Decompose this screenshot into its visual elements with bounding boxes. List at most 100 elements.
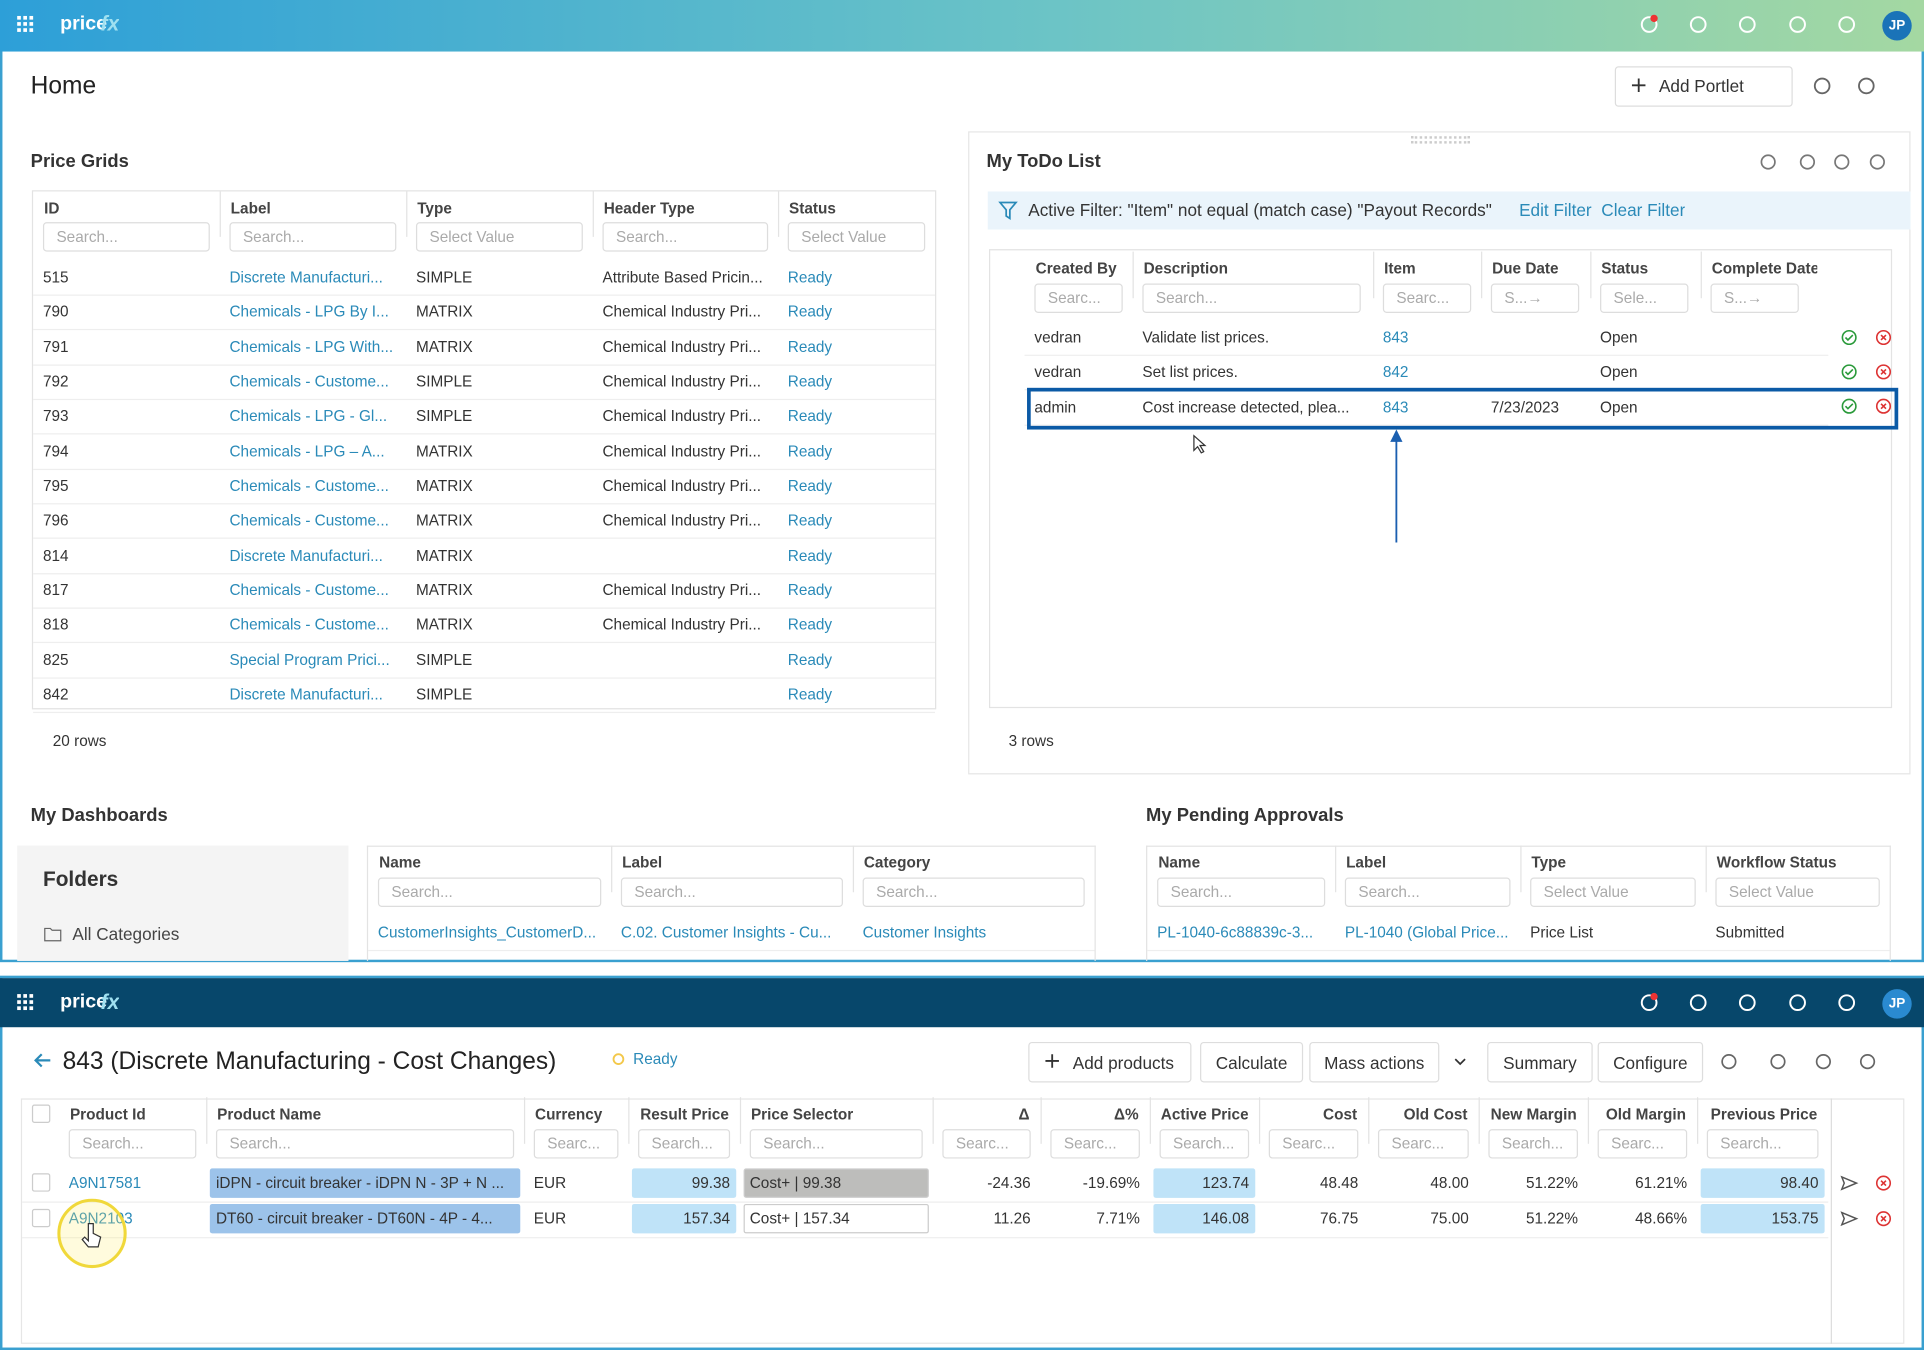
table-cell[interactable]: Chemicals - LPG - Gl...	[229, 407, 388, 426]
toolbar-icon[interactable]	[1859, 1053, 1876, 1070]
table-cell[interactable]: Ready	[787, 651, 833, 669]
header-icon[interactable]	[1738, 16, 1756, 33]
filter-input[interactable]: Searc...	[533, 1129, 619, 1159]
table-cell[interactable]: Ready	[787, 581, 833, 599]
header-checkbox[interactable]	[31, 1104, 51, 1123]
filter-input[interactable]: Search...	[1488, 1129, 1578, 1159]
table-cell[interactable]: A9N17581	[68, 1174, 142, 1192]
add-portlet-button[interactable]	[1614, 66, 1793, 107]
table-cell[interactable]: Chemicals - LPG – A...	[229, 442, 385, 460]
approve-icon[interactable]	[1841, 329, 1857, 346]
filter-input[interactable]: Searc...	[1268, 1129, 1359, 1159]
panel-icon[interactable]	[1799, 153, 1816, 170]
header-icon[interactable]	[1689, 994, 1707, 1012]
approve-icon[interactable]	[1841, 364, 1857, 380]
table-cell[interactable]: Ready	[787, 268, 833, 286]
table-cell[interactable]: PL-1040 (Global Price...	[1344, 924, 1509, 942]
table-cell[interactable]: Chemicals - LPG With...	[229, 338, 394, 356]
apps-menu-icon[interactable]	[17, 15, 34, 33]
toolbar-icon[interactable]	[1813, 77, 1831, 95]
table-cell[interactable]: Discrete Manufacturi...	[229, 685, 383, 704]
table-cell[interactable]: 842	[1382, 363, 1409, 381]
table-cell[interactable]: Ready	[787, 373, 833, 391]
header-icon[interactable]	[1640, 14, 1658, 33]
filter-input[interactable]: Search...	[602, 222, 769, 252]
clear-filter-link[interactable]: Clear Filter	[1601, 200, 1686, 220]
row-checkbox[interactable]	[31, 1173, 51, 1192]
table-cell[interactable]: Chemicals - LPG By I...	[229, 303, 389, 321]
filter-input[interactable]: Search...	[1142, 283, 1361, 313]
filter-input[interactable]: Search...	[229, 222, 397, 252]
reject-icon[interactable]	[1875, 398, 1892, 414]
table-cell[interactable]: Ready	[787, 685, 833, 704]
panel-icon[interactable]	[1869, 153, 1886, 170]
filter-input[interactable]: Search...	[215, 1129, 515, 1159]
filter-input[interactable]: Search...	[1344, 877, 1511, 907]
toolbar-button[interactable]: Summary	[1487, 1041, 1593, 1083]
table-cell[interactable]: Ready	[787, 546, 833, 565]
filter-input[interactable]: Searc...	[1050, 1129, 1140, 1159]
panel-icon[interactable]	[1833, 153, 1850, 170]
toolbar-icon[interactable]	[1858, 77, 1875, 95]
table-cell[interactable]: 843	[1382, 328, 1409, 347]
filter-input[interactable]: Searc...	[942, 1129, 1031, 1159]
table-cell[interactable]: Ready	[787, 338, 833, 356]
filter-input[interactable]: Search...	[42, 222, 210, 252]
toolbar-icon[interactable]	[1769, 1053, 1786, 1070]
table-cell[interactable]: Discrete Manufacturi...	[229, 268, 383, 286]
filter-input[interactable]: Search...	[862, 877, 1085, 907]
filter-input[interactable]: Search...	[620, 877, 843, 907]
avatar[interactable]: JP	[1882, 989, 1912, 1019]
dropdown-caret[interactable]	[1454, 1057, 1466, 1067]
reject-icon[interactable]	[1875, 364, 1892, 380]
reject-icon[interactable]	[1875, 329, 1892, 346]
table-cell[interactable]: Ready	[787, 616, 833, 634]
toolbar-button[interactable]: Mass actions	[1309, 1041, 1440, 1083]
filter-input[interactable]: Searc...	[1382, 283, 1472, 313]
toolbar-button[interactable]: Configure	[1597, 1041, 1704, 1083]
header-icon[interactable]	[1789, 994, 1806, 1012]
header-icon[interactable]	[1838, 16, 1856, 33]
filter-input[interactable]: Search...	[1159, 1129, 1250, 1159]
filter-input[interactable]: Sele...	[1600, 283, 1689, 313]
delete-icon[interactable]	[1875, 1175, 1892, 1191]
filter-input[interactable]: S...→	[1710, 283, 1799, 313]
header-icon[interactable]	[1640, 992, 1658, 1012]
filter-input[interactable]: Select Value	[415, 222, 583, 252]
send-icon[interactable]	[1840, 1211, 1859, 1227]
table-cell[interactable]: Chemicals - Custome...	[229, 477, 389, 495]
filter-input[interactable]: S...→	[1490, 283, 1580, 313]
filter-input[interactable]: Select Value	[1530, 877, 1696, 907]
table-cell[interactable]: Chemicals - Custome...	[229, 616, 389, 634]
panel-icon[interactable]	[1760, 153, 1777, 170]
folder-item[interactable]: All Categories	[72, 924, 180, 944]
delete-icon[interactable]	[1875, 1211, 1892, 1227]
avatar[interactable]: JP	[1882, 11, 1912, 41]
apps-menu-icon[interactable]	[17, 994, 34, 1011]
filter-input[interactable]: Select Value	[787, 222, 926, 252]
header-icon[interactable]	[1738, 994, 1756, 1012]
table-cell[interactable]: Ready	[787, 512, 833, 530]
send-icon[interactable]	[1840, 1175, 1859, 1191]
approve-icon[interactable]	[1841, 398, 1857, 414]
toolbar-button[interactable]: Calculate	[1200, 1041, 1304, 1083]
filter-input[interactable]: Search...	[638, 1129, 731, 1159]
filter-input[interactable]: Search...	[749, 1129, 923, 1159]
table-cell[interactable]: C.02. Customer Insights - Cu...	[620, 924, 832, 942]
add-portlet-label[interactable]: Add Portlet	[1658, 76, 1744, 96]
toolbar-button[interactable]: Add products	[1028, 1041, 1192, 1083]
toolbar-icon[interactable]	[1815, 1053, 1832, 1070]
filter-input[interactable]: Searc...	[1597, 1129, 1688, 1159]
back-arrow[interactable]	[34, 1053, 51, 1068]
table-cell[interactable]: 843	[1382, 398, 1409, 416]
table-cell[interactable]: Ready	[787, 477, 833, 495]
table-cell[interactable]: Chemicals - Custome...	[229, 581, 389, 599]
filter-input[interactable]: Search...	[68, 1129, 197, 1159]
filter-input[interactable]: Select Value	[1715, 877, 1880, 907]
header-icon[interactable]	[1689, 16, 1707, 33]
filter-input[interactable]: Searc...	[1377, 1129, 1469, 1159]
table-cell[interactable]: Chemicals - Custome...	[229, 512, 389, 530]
filter-input[interactable]: Searc...	[1034, 283, 1123, 313]
toolbar-icon[interactable]	[1720, 1053, 1737, 1070]
header-icon[interactable]	[1838, 994, 1856, 1012]
